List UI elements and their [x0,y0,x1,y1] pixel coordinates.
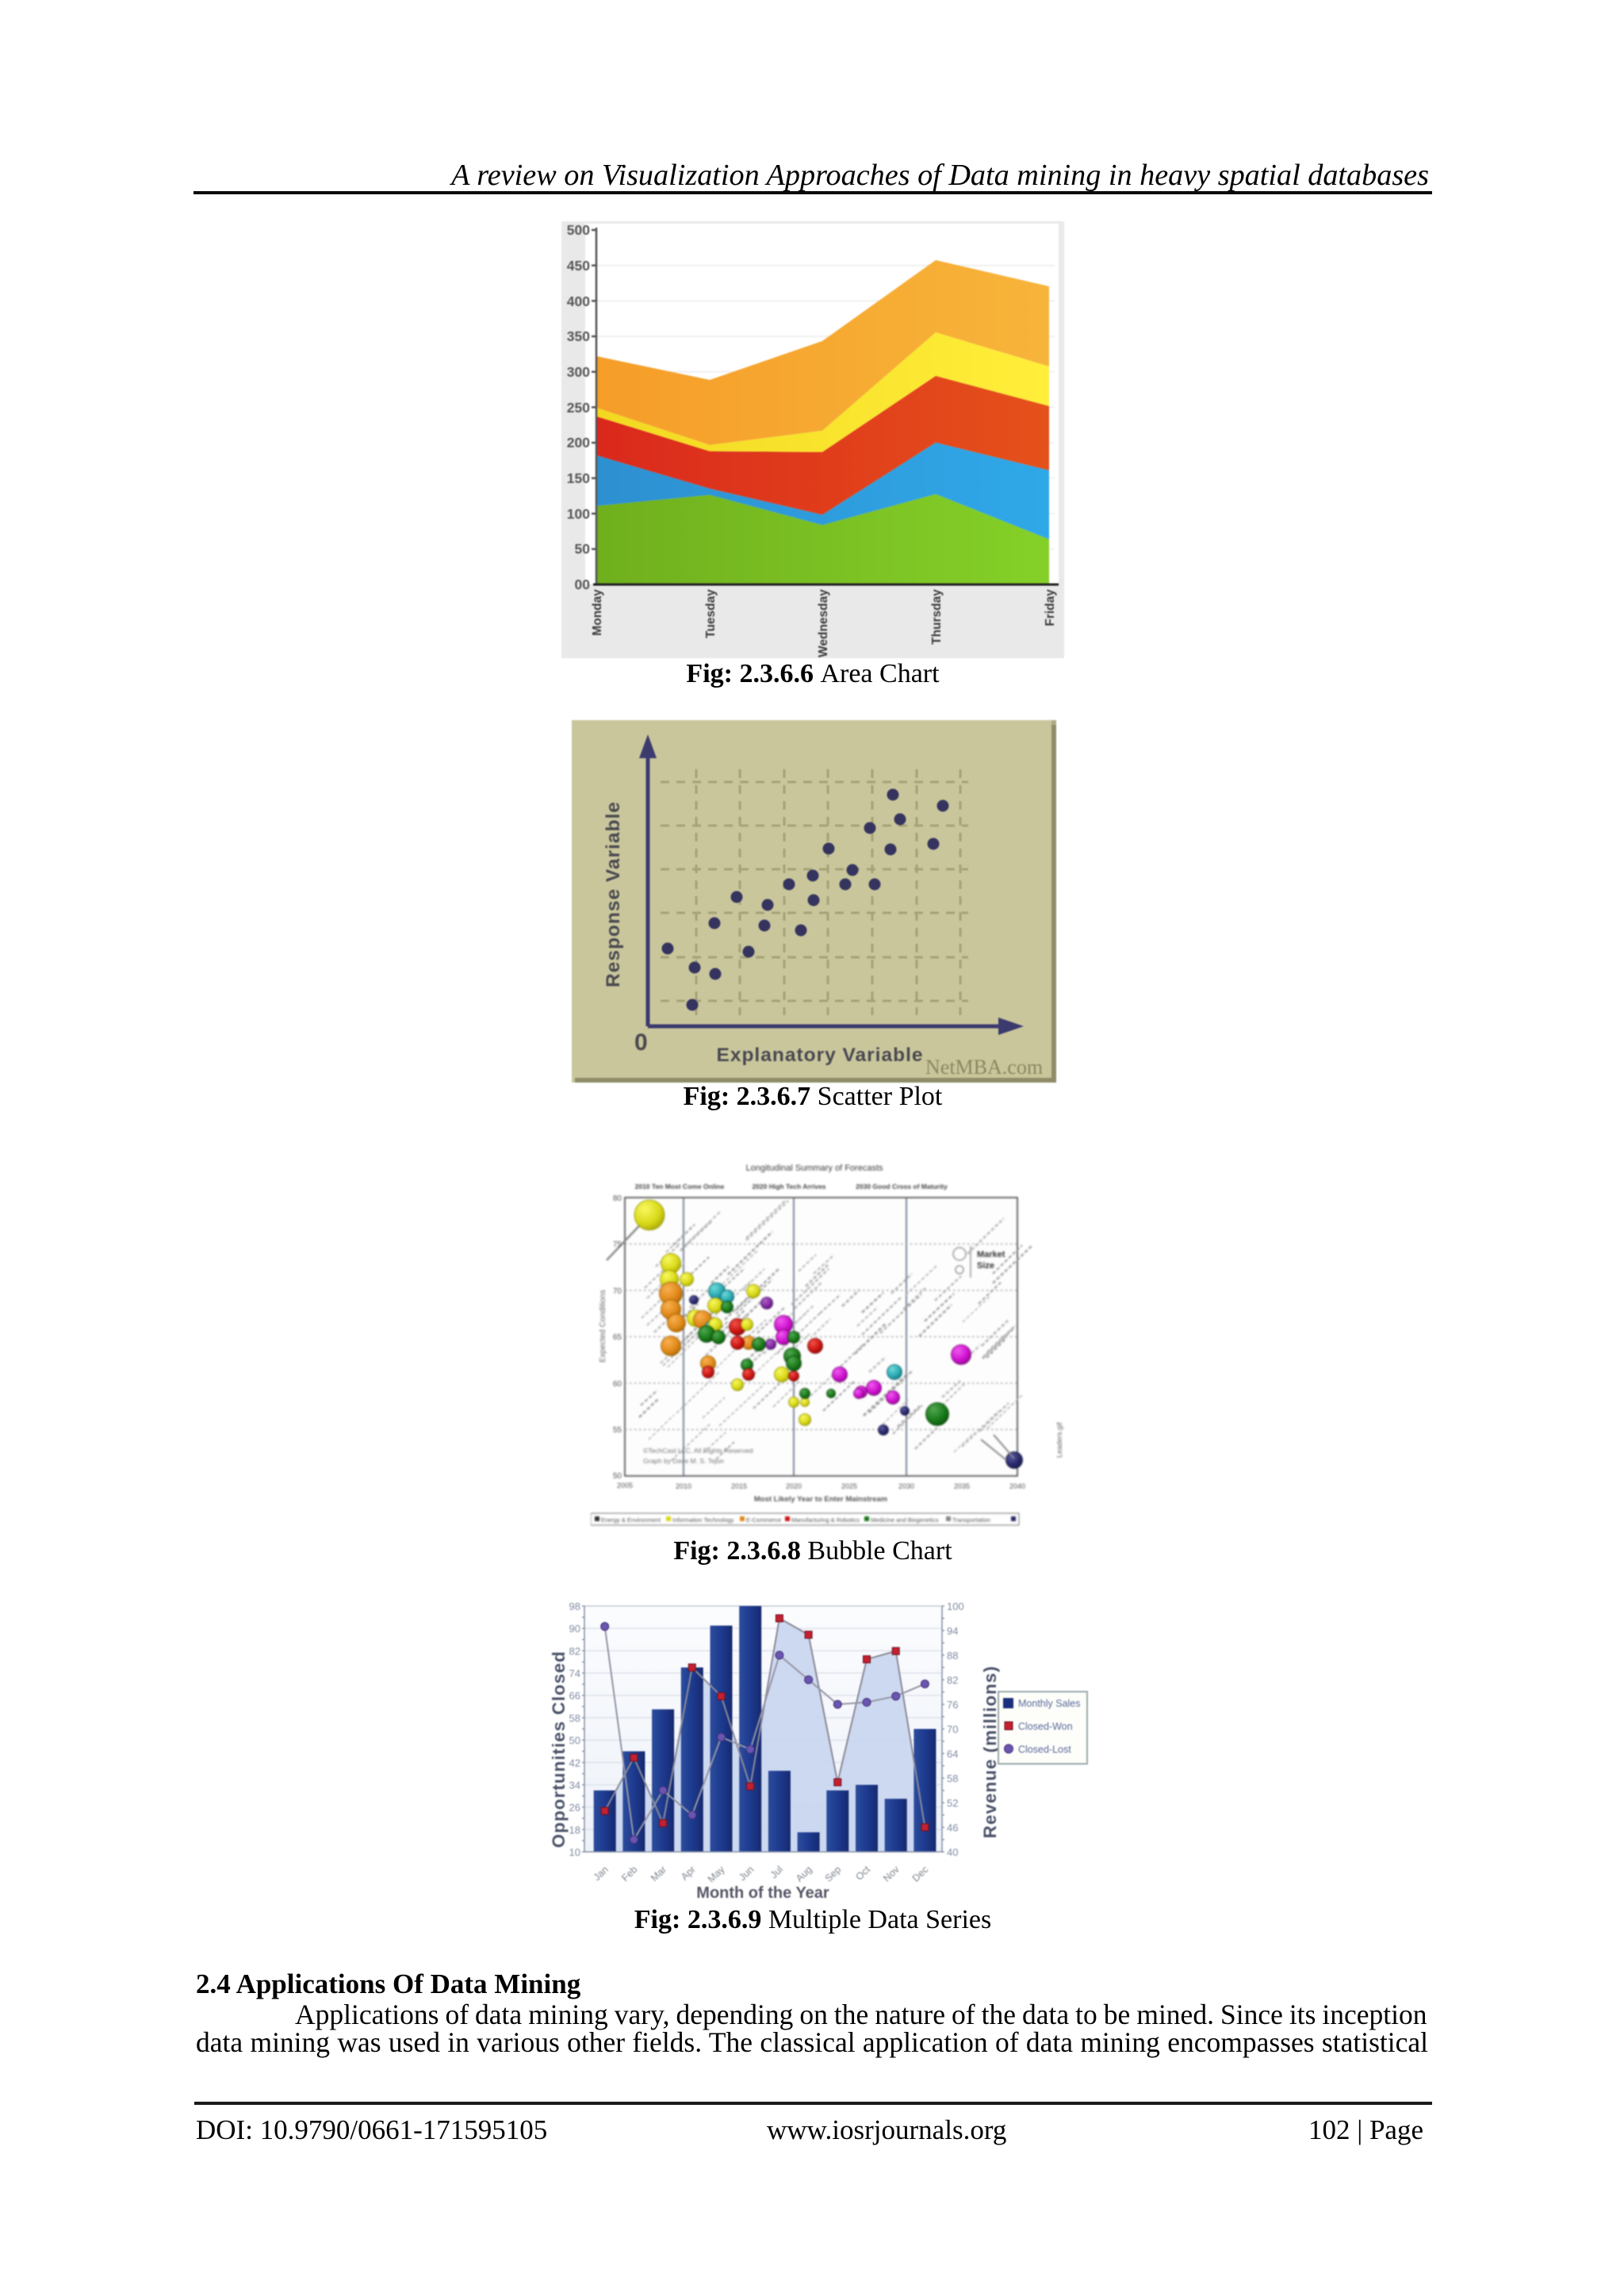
svg-text:52: 52 [947,1797,958,1809]
svg-text:E-Commerce: E-Commerce [746,1516,781,1524]
svg-text:Wednesday: Wednesday [817,589,830,657]
svg-text:400: 400 [567,293,590,309]
svg-text:Manufacturing & Robotics: Manufacturing & Robotics [791,1516,860,1524]
svg-text:Monthly Sales: Monthly Sales [1018,1698,1081,1709]
svg-text:Friday: Friday [1044,589,1057,627]
svg-text:0: 0 [634,1029,648,1056]
svg-text:40: 40 [947,1846,958,1858]
svg-text:Graph by Dave M. S. Tejon: Graph by Dave M. S. Tejon [643,1457,724,1465]
svg-text:70: 70 [613,1287,622,1296]
svg-text:82: 82 [947,1674,958,1686]
svg-text:2005: 2005 [617,1481,633,1489]
svg-text:Leaders.gif: Leaders.gif [1055,1422,1063,1458]
svg-text:Explanatory Variable: Explanatory Variable [716,1045,923,1066]
svg-text:50: 50 [613,1472,622,1481]
svg-text:2040: 2040 [1009,1482,1025,1490]
svg-text:100: 100 [567,506,590,522]
svg-text:Market: Market [977,1250,1005,1259]
svg-text:Monday: Monday [591,589,604,636]
svg-text:42: 42 [569,1757,580,1769]
svg-text:Tuesday: Tuesday [704,589,718,638]
svg-text:88: 88 [947,1650,958,1662]
svg-text:Information Technology: Information Technology [672,1516,734,1524]
svg-text:65: 65 [613,1333,622,1342]
svg-text:94: 94 [947,1625,958,1637]
svg-text:82: 82 [569,1645,580,1657]
svg-text:100: 100 [947,1602,964,1612]
svg-text:2030 Good Cross of Maturity: 2030 Good Cross of Maturity [856,1182,948,1190]
svg-text:00: 00 [575,577,591,592]
svg-text:66: 66 [569,1690,580,1702]
svg-text:Medicine and Biogenetics: Medicine and Biogenetics [871,1516,939,1524]
svg-text:300: 300 [567,364,590,380]
svg-text:NetMBA.com: NetMBA.com [925,1056,1043,1079]
svg-text:2020: 2020 [786,1482,802,1490]
svg-text:2015: 2015 [731,1482,747,1490]
svg-text:200: 200 [567,435,590,450]
svg-text:Revenue (millions): Revenue (millions) [980,1665,1000,1838]
svg-text:Energy & Environment: Energy & Environment [601,1516,661,1524]
svg-text:2010: 2010 [676,1482,691,1490]
svg-text:26: 26 [569,1802,580,1814]
svg-text:2010 Ten Most Come Online: 2010 Ten Most Come Online [635,1182,725,1190]
svg-text:Longitudinal Summary of Foreca: Longitudinal Summary of Forecasts [745,1163,883,1173]
svg-text:18: 18 [569,1824,580,1836]
svg-text:Thursday: Thursday [930,589,944,645]
svg-text:350: 350 [567,328,590,344]
svg-text:250: 250 [567,400,590,416]
svg-text:450: 450 [567,258,590,274]
svg-text:58: 58 [947,1773,958,1784]
svg-text:90: 90 [569,1623,580,1635]
svg-text:2025: 2025 [841,1482,857,1490]
svg-text:50: 50 [569,1734,580,1746]
svg-text:50: 50 [575,541,591,557]
svg-text:55: 55 [613,1426,622,1435]
svg-text:Month of the Year: Month of the Year [696,1884,829,1902]
svg-text:2020 High Tech Arrives: 2020 High Tech Arrives [752,1182,825,1190]
svg-text:58: 58 [569,1712,580,1724]
svg-text:150: 150 [567,470,590,486]
svg-text:Most Likely Year to Enter Main: Most Likely Year to Enter Mainstream [754,1495,887,1504]
svg-text:2030: 2030 [898,1482,914,1490]
svg-text:Size: Size [977,1261,994,1271]
svg-text:46: 46 [947,1822,958,1834]
svg-text:Closed-Lost: Closed-Lost [1018,1744,1071,1755]
svg-text:64: 64 [947,1748,958,1760]
svg-text:76: 76 [947,1699,958,1711]
svg-text:2035: 2035 [954,1482,970,1490]
svg-text:Opportunities Closed: Opportunities Closed [549,1650,569,1848]
svg-text:74: 74 [569,1668,580,1680]
svg-text:70: 70 [947,1723,958,1735]
svg-text:©TechCast LLC, All Rights Rese: ©TechCast LLC, All Rights Reserved [643,1447,753,1455]
svg-text:60: 60 [613,1380,622,1389]
svg-text:75: 75 [613,1240,622,1249]
svg-text:Closed-Won: Closed-Won [1018,1721,1073,1732]
svg-text:10: 10 [569,1846,580,1858]
svg-text:Response Variable: Response Variable [603,801,624,987]
svg-text:Transportation: Transportation [952,1516,990,1524]
svg-text:500: 500 [567,222,590,238]
svg-text:Expected Conditions: Expected Conditions [599,1290,607,1363]
svg-text:80: 80 [613,1194,622,1203]
svg-text:98: 98 [569,1602,580,1612]
svg-text:34: 34 [569,1780,580,1792]
